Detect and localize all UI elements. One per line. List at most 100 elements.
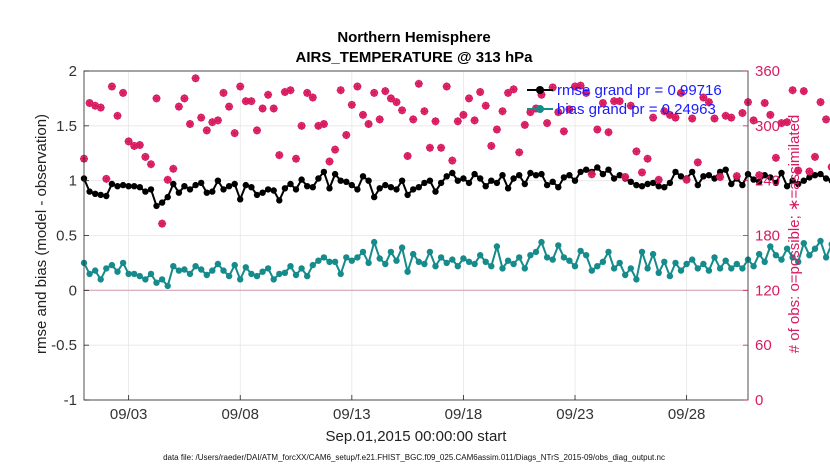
- obs-assimilated-point: [671, 113, 680, 122]
- obs-assimilated-point: [498, 107, 507, 116]
- data-point: [170, 263, 177, 270]
- obs-assimilated-point: [677, 88, 686, 97]
- data-point: [359, 248, 367, 256]
- obs-assimilated-point: [615, 97, 624, 106]
- data-point: [203, 189, 210, 196]
- data-point: [783, 245, 791, 252]
- data-point: [415, 184, 422, 191]
- obs-assimilated-point: [799, 87, 808, 96]
- obs-assimilated-point: [420, 107, 429, 116]
- y-tick-label: 2: [69, 63, 77, 80]
- data-point: [248, 184, 255, 191]
- data-point: [426, 177, 434, 184]
- data-point: [359, 173, 367, 180]
- data-point: [287, 263, 294, 270]
- obs-assimilated-point: [85, 98, 94, 107]
- data-point: [583, 252, 590, 259]
- obs-assimilated-point: [353, 82, 362, 91]
- obs-assimilated-point: [738, 109, 747, 118]
- data-point: [789, 177, 796, 184]
- obs-assimilated-point: [286, 86, 295, 95]
- data-point: [649, 250, 657, 258]
- obs-assimilated-point: [314, 121, 323, 130]
- obs-assimilated-point: [771, 153, 780, 162]
- data-point: [281, 185, 289, 192]
- data-point: [298, 265, 305, 272]
- data-point: [114, 268, 121, 275]
- data-point: [365, 259, 372, 267]
- obs-assimilated-point: [213, 116, 222, 125]
- data-point: [198, 179, 205, 187]
- data-point: [153, 279, 160, 286]
- obs-assimilated-point: [392, 98, 401, 107]
- data-point: [304, 183, 311, 190]
- data-point: [209, 267, 216, 274]
- obs-assimilated-point: [381, 87, 390, 96]
- data-point: [605, 248, 612, 256]
- obs-assimilated-point: [688, 114, 697, 123]
- data-point: [114, 183, 121, 190]
- data-point: [538, 238, 545, 246]
- data-point: [728, 265, 735, 272]
- data-point: [555, 184, 562, 191]
- obs-assimilated-point: [124, 137, 133, 146]
- chart-subtitle: AIRS_TEMPERATURE @ 313 hPa: [296, 49, 534, 66]
- obs-assimilated-point: [409, 115, 418, 124]
- obs-assimilated-point: [236, 82, 245, 91]
- data-point: [393, 186, 400, 193]
- data-point: [225, 272, 233, 280]
- data-point: [527, 252, 534, 259]
- obs-assimilated-point: [442, 82, 451, 91]
- data-point: [588, 267, 595, 274]
- data-point: [270, 276, 277, 283]
- data-point: [594, 263, 601, 270]
- obs-assimilated-point: [264, 90, 273, 99]
- obs-assimilated-point: [141, 152, 150, 161]
- data-point: [783, 183, 791, 190]
- y-right-tick-label: 60: [755, 337, 772, 354]
- data-point: [694, 265, 701, 272]
- obs-assimilated-point: [107, 82, 116, 91]
- data-point: [320, 168, 328, 176]
- data-point: [493, 243, 501, 250]
- data-point: [644, 265, 651, 272]
- obs-assimilated-point: [749, 116, 758, 125]
- y-right-tick-label: 180: [755, 228, 780, 245]
- data-point: [599, 258, 607, 265]
- data-point: [131, 183, 138, 190]
- data-point: [343, 178, 350, 185]
- obs-assimilated-point: [113, 111, 122, 120]
- data-point: [119, 181, 127, 189]
- obs-assimilated-point: [593, 125, 602, 134]
- data-point: [376, 185, 383, 192]
- data-point: [750, 263, 757, 270]
- data-point: [722, 166, 729, 173]
- obs-assimilated-point: [626, 101, 635, 110]
- data-point: [672, 168, 679, 176]
- data-point: [800, 240, 807, 247]
- obs-assimilated-point: [197, 113, 206, 122]
- obs-assimilated-point: [459, 110, 468, 119]
- obs-assimilated-point: [91, 101, 100, 110]
- x-tick-label: 09/28: [668, 406, 706, 423]
- data-point: [337, 270, 344, 278]
- data-point: [97, 191, 104, 199]
- x-tick-label: 09/03: [110, 406, 148, 423]
- data-point: [415, 258, 422, 265]
- obs-assimilated-point: [805, 167, 814, 176]
- data-point: [214, 177, 222, 184]
- data-point: [549, 178, 556, 185]
- y-right-tick-label: 240: [755, 173, 780, 190]
- data-point: [231, 180, 238, 188]
- obs-assimilated-point: [437, 143, 446, 152]
- obs-assimilated-point: [186, 120, 195, 129]
- data-point: [421, 179, 428, 187]
- data-point: [449, 256, 456, 263]
- data-point: [437, 254, 445, 261]
- data-point: [253, 191, 261, 199]
- data-point: [376, 255, 383, 262]
- obs-assimilated-point: [509, 85, 518, 94]
- obs-assimilated-point: [732, 172, 741, 181]
- data-point: [488, 177, 495, 184]
- data-point: [510, 175, 517, 182]
